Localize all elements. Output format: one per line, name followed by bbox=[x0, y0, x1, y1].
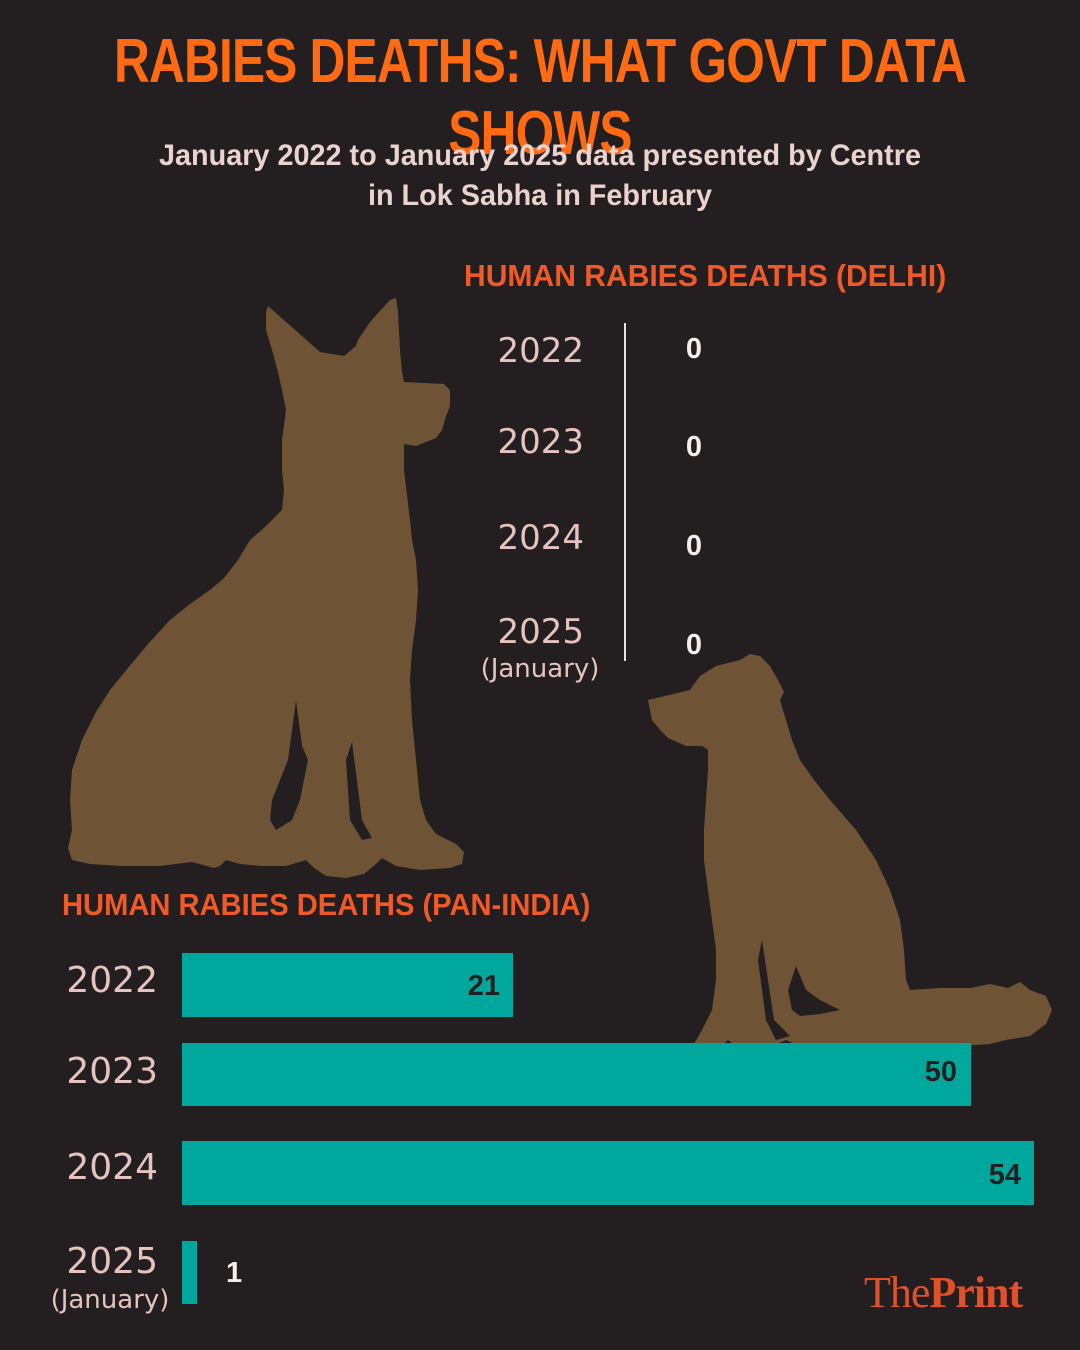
delhi-year-label: 2024 bbox=[497, 518, 584, 558]
india-section-title: HUMAN RABIES DEATHS (PAN-INDIA) bbox=[62, 887, 591, 922]
subtitle: January 2022 to January 2025 data presen… bbox=[22, 136, 1059, 216]
logo-print: Print bbox=[929, 1268, 1023, 1317]
bar-year-label: 2022 bbox=[66, 960, 158, 1001]
bar-2023: 50 bbox=[182, 1043, 971, 1106]
bar-year-note: (January) bbox=[50, 1285, 170, 1315]
logo-the: The bbox=[864, 1268, 930, 1317]
delhi-value: 0 bbox=[685, 530, 703, 562]
delhi-section-title: HUMAN RABIES DEATHS (DELHI) bbox=[464, 258, 947, 293]
bar-year-label: 2024 bbox=[66, 1147, 158, 1188]
delhi-value: 0 bbox=[685, 431, 703, 463]
bar-value: 50 bbox=[924, 1056, 957, 1088]
bar-value: 1 bbox=[226, 1257, 243, 1289]
bar-2022: 21 bbox=[182, 953, 513, 1017]
subtitle-line-2: in Lok Sabha in February bbox=[367, 179, 713, 212]
delhi-year-label: 2025 bbox=[497, 612, 584, 652]
bar-value: 21 bbox=[467, 970, 500, 1002]
delhi-value: 0 bbox=[685, 629, 703, 661]
bar-2025 bbox=[182, 1241, 197, 1304]
bar-year-label: 2025 bbox=[66, 1241, 158, 1282]
bar-2024: 54 bbox=[182, 1141, 1034, 1205]
bar-value: 54 bbox=[988, 1159, 1021, 1191]
bar-year-label: 2023 bbox=[66, 1051, 158, 1092]
delhi-value: 0 bbox=[685, 333, 703, 365]
delhi-year-label: 2023 bbox=[497, 422, 584, 462]
subtitle-line-1: January 2022 to January 2025 data presen… bbox=[159, 139, 921, 172]
delhi-year-label: 2022 bbox=[497, 331, 584, 371]
delhi-year-note: (January) bbox=[480, 654, 600, 684]
theprint-logo: ThePrint bbox=[864, 1268, 1023, 1318]
delhi-divider bbox=[624, 323, 626, 661]
page-title: RABIES DEATHS: WHAT GOVT DATA SHOWS bbox=[113, 27, 967, 168]
